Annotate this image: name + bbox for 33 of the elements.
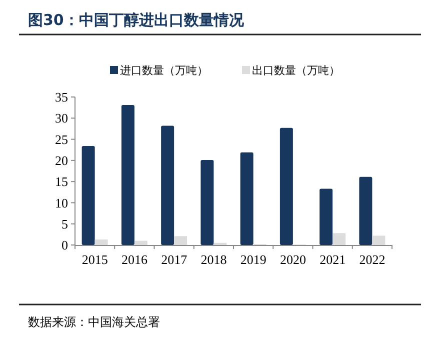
y-tick-label: 10 <box>55 195 68 210</box>
bar <box>94 240 108 245</box>
legend-label: 进口数量（万吨） <box>120 64 208 77</box>
legend-label: 出口数量（万吨） <box>252 64 340 77</box>
bar <box>121 105 134 245</box>
bar <box>280 128 293 245</box>
source-note: 数据来源：中国海关总署 <box>28 315 160 329</box>
y-tick-label: 25 <box>55 132 68 147</box>
y-tick-label: 20 <box>55 152 68 168</box>
x-tick-label: 2020 <box>280 252 306 267</box>
x-tick-label: 2017 <box>161 252 188 267</box>
y-tick-label: 5 <box>62 216 68 232</box>
bar <box>332 233 346 245</box>
bar <box>320 188 333 245</box>
bar <box>82 146 95 245</box>
x-tick-label: 2021 <box>320 252 346 267</box>
y-tick-label: 15 <box>55 174 68 190</box>
x-tick-label: 2018 <box>200 252 227 267</box>
bar <box>174 236 188 245</box>
bar <box>134 240 148 245</box>
x-tick-label: 2022 <box>359 252 386 267</box>
bar <box>161 126 174 245</box>
x-tick-label: 2015 <box>82 252 108 267</box>
y-tick-label: 0 <box>62 238 68 253</box>
bar <box>372 236 386 245</box>
x-tick-label: 2016 <box>121 252 148 267</box>
y-tick-label: 30 <box>55 110 68 126</box>
x-tick-label: 2019 <box>240 252 266 267</box>
chart-title: 图30：中国丁醇进出口数量情况 <box>28 11 245 29</box>
y-tick-label: 35 <box>55 90 68 105</box>
bar <box>240 152 254 245</box>
bar <box>200 160 214 245</box>
bar <box>359 176 372 245</box>
